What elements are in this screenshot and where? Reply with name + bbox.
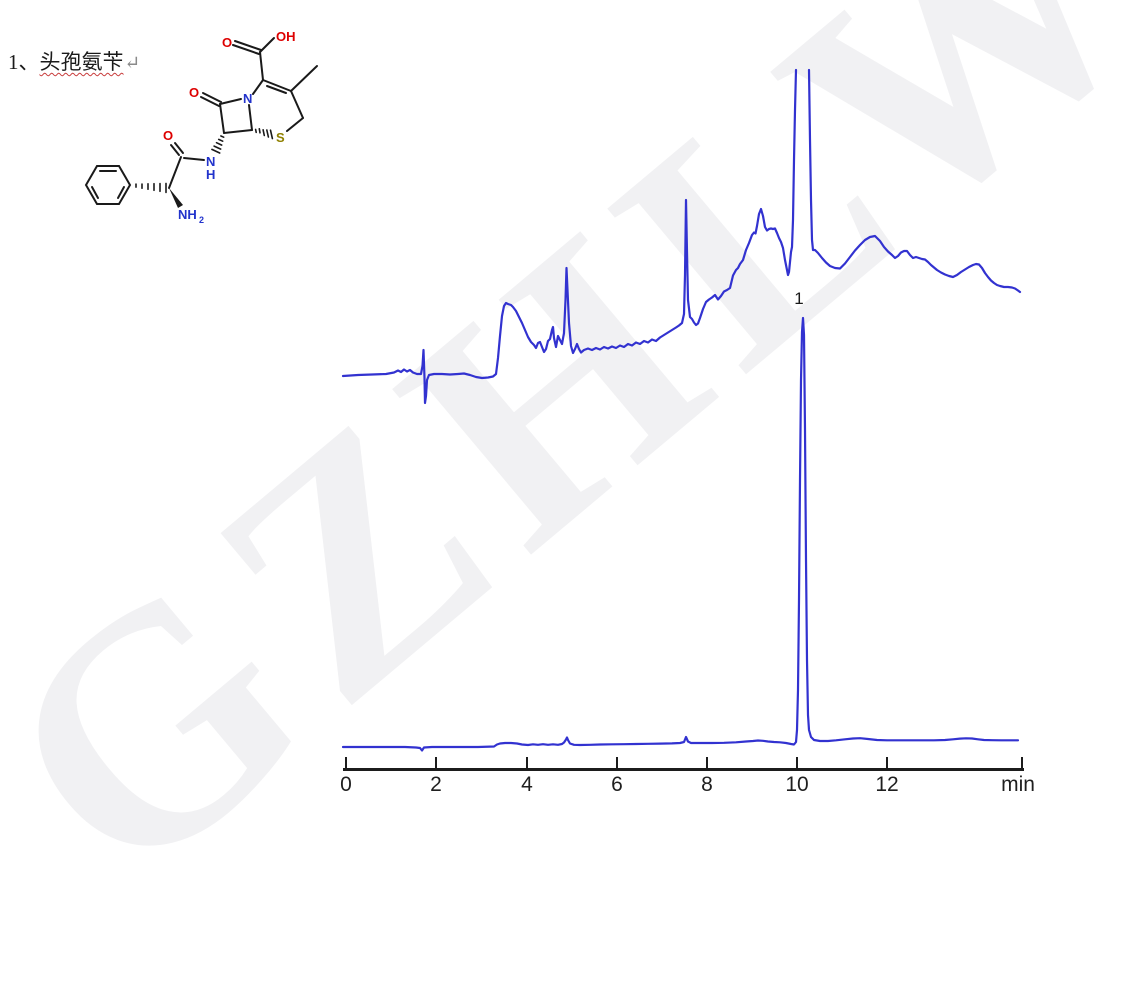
x-axis-tick <box>435 757 437 770</box>
x-axis-tick-label: 6 <box>611 773 623 796</box>
heading-number: 1、 <box>8 50 40 74</box>
oh-label: OH <box>276 29 296 44</box>
ring-n-label: N <box>243 91 252 106</box>
x-axis-tick-label: 10 <box>785 773 809 796</box>
heading: 1、头孢氨苄↵ <box>8 46 140 76</box>
upper-trace <box>341 68 1022 405</box>
o-lactam-label: O <box>189 85 199 100</box>
x-axis-tick <box>886 757 888 770</box>
cefalexin-structure: OH O O O N S N H NH 2 <box>84 29 318 225</box>
nh2-label: NH <box>178 207 197 222</box>
nh2-subscript: 2 <box>199 215 204 225</box>
document-page: { "heading": { "number_prefix": "1、", "c… <box>0 0 1142 951</box>
x-axis-tick-label: 12 <box>875 773 899 796</box>
x-axis-tick-label: 0 <box>340 773 352 796</box>
compound-name-part2: 氨苄 <box>81 50 124 74</box>
x-axis-unit-label: min <box>1001 773 1035 796</box>
s-label: S <box>276 130 285 145</box>
x-axis-tick <box>616 757 618 770</box>
x-axis-tick <box>706 757 708 770</box>
amide-n-label: N <box>206 154 215 169</box>
lower-trace <box>341 316 1020 752</box>
compound-name-part1: 头孢 <box>39 50 82 74</box>
x-axis-tick <box>796 757 798 770</box>
x-axis-tick <box>1021 757 1023 770</box>
x-axis-tick-label: 2 <box>430 773 442 796</box>
o-carboxyl-label: O <box>222 35 232 50</box>
amide-h-label: H <box>206 167 215 182</box>
chromatogram-figure: 1 <box>341 68 1022 752</box>
x-axis-tick <box>526 757 528 770</box>
x-axis-tick <box>345 757 347 770</box>
paragraph-return-mark: ↵ <box>124 53 141 74</box>
x-axis: min 0 2 4 6 8 10 12 <box>340 757 1035 796</box>
x-axis-tick-label: 8 <box>701 773 713 796</box>
peak-label: 1 <box>794 289 803 308</box>
x-axis-tick-label: 4 <box>521 773 533 796</box>
o-amide-label: O <box>163 128 173 143</box>
x-axis-line <box>343 768 1024 771</box>
